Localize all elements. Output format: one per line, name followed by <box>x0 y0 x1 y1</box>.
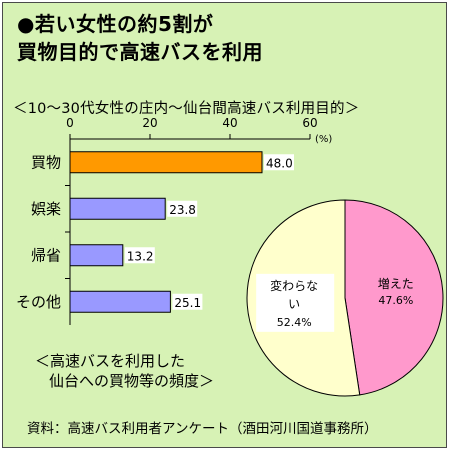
data-label: 13.2 <box>127 249 154 263</box>
bar-chart-title: ＜10～30代女性の庄内～仙台間高速バス利用目的＞ <box>13 101 360 117</box>
bar <box>69 197 166 220</box>
unit-label: (%) <box>315 134 332 145</box>
x-tick-label: 60 <box>302 116 317 130</box>
data-label-box <box>167 200 198 217</box>
bar <box>69 244 124 267</box>
x-tick-label: 0 <box>66 116 74 130</box>
pie-slice-label-line2: い <box>288 297 300 311</box>
chart-canvas: 0 20 40 60 (%) 買物 48.0 娯楽 23.8 帰省 13.2 その他 25.1 増えた 47… <box>16 116 444 397</box>
pie-slice-label-line1: 変わらな <box>270 278 318 293</box>
category-label: 買物 <box>31 153 61 171</box>
pie-slice-value: 52.4% <box>277 316 312 329</box>
data-label-box <box>264 154 294 171</box>
headline-line-1: ●若い女性の約5割が <box>17 12 214 36</box>
pie-caption-line-2: 仙台への買物等の頻度＞ <box>49 372 215 390</box>
x-tick-label: 20 <box>142 116 157 130</box>
source-note: 資料：高速バス利用者アンケート（酒田河川国道事務所） <box>27 421 378 437</box>
pie-label-box <box>256 273 335 332</box>
headline-line-2: 買物目的で高速バスを利用 <box>17 40 263 64</box>
data-label-box <box>124 247 155 264</box>
x-tick-label: 40 <box>222 116 237 130</box>
bar <box>69 151 263 174</box>
category-label: その他 <box>16 293 61 311</box>
data-label: 25.1 <box>174 296 201 310</box>
pie-slice-label: 増えた <box>378 277 414 291</box>
bar <box>69 290 171 313</box>
pie-slice <box>344 199 444 396</box>
figure-panel: ●若い女性の約5割が 買物目的で高速バスを利用 ＜10～30代女性の庄内～仙台間… <box>2 2 447 448</box>
data-label: 48.0 <box>266 156 293 170</box>
pie-caption-line-1: ＜高速バスを利用した <box>35 352 186 370</box>
data-label-box <box>172 293 203 310</box>
pie-chart-caption: ＜高速バスを利用した 仙台への買物等の頻度＞ <box>35 351 214 391</box>
category-label: 娯楽 <box>31 200 61 218</box>
pie-slice-value: 47.6% <box>378 294 413 307</box>
category-label: 帰省 <box>31 246 61 264</box>
data-label: 23.8 <box>169 203 196 217</box>
